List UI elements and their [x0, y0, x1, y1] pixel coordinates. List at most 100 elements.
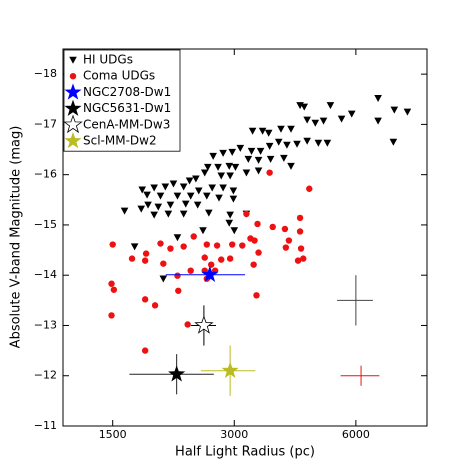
point	[347, 110, 356, 118]
x-tick-label: 6000	[342, 428, 370, 441]
point	[194, 187, 203, 195]
point	[174, 272, 181, 279]
point	[300, 255, 307, 262]
point	[251, 237, 258, 244]
point	[187, 267, 194, 274]
point	[144, 201, 152, 209]
legend-marker	[69, 73, 77, 80]
point	[300, 103, 309, 111]
point	[287, 125, 295, 133]
x-tick-label: 3000	[220, 428, 248, 441]
point	[297, 245, 305, 252]
legend-label: NGC5631-Dw1	[83, 101, 171, 115]
point	[167, 245, 174, 252]
point	[403, 108, 412, 116]
point	[218, 256, 225, 263]
legend-marker	[64, 99, 82, 116]
y-tick-label: −18	[34, 67, 57, 80]
point	[179, 210, 188, 218]
point	[219, 149, 227, 157]
point	[120, 207, 129, 215]
point	[231, 163, 240, 171]
point	[236, 144, 245, 152]
point	[282, 244, 290, 251]
point	[205, 209, 213, 217]
point	[244, 155, 253, 163]
point	[311, 119, 320, 127]
legend-label: Coma UDGs	[83, 69, 155, 83]
point	[242, 169, 251, 177]
point	[256, 147, 265, 155]
point	[160, 260, 167, 267]
point	[164, 210, 173, 218]
point	[226, 255, 234, 262]
point	[296, 214, 304, 222]
point	[141, 296, 149, 303]
point	[209, 152, 217, 160]
point	[192, 175, 200, 183]
y-tick-label: −14	[34, 268, 57, 281]
point	[374, 117, 382, 125]
point	[154, 203, 163, 211]
legend-label: NGC2708-Dw1	[83, 85, 171, 99]
point	[285, 237, 293, 244]
point	[203, 241, 210, 248]
point	[184, 321, 191, 328]
y-tick-label: −15	[34, 218, 57, 231]
point	[337, 115, 346, 123]
point	[169, 180, 178, 188]
point	[283, 141, 291, 149]
point	[137, 205, 146, 213]
point	[219, 184, 227, 192]
point	[214, 163, 222, 171]
point	[258, 127, 267, 135]
point	[274, 138, 283, 146]
point	[208, 184, 216, 192]
y-tick-label: −12	[34, 369, 57, 382]
point	[202, 192, 211, 200]
legend-box	[63, 49, 181, 152]
point	[239, 242, 246, 249]
point	[221, 361, 239, 378]
point	[128, 255, 136, 262]
legend-label: HI UDGs	[83, 53, 133, 67]
point	[215, 194, 223, 202]
point	[138, 186, 147, 194]
point	[217, 172, 226, 180]
point	[141, 257, 149, 264]
point	[266, 155, 275, 163]
point	[228, 148, 237, 156]
legend-marker	[64, 132, 82, 149]
point	[186, 192, 195, 200]
point	[265, 142, 274, 150]
point	[108, 312, 115, 319]
point	[296, 228, 304, 235]
point	[226, 172, 234, 180]
point	[185, 177, 194, 185]
x-tick-label: 1500	[99, 428, 127, 441]
point	[226, 211, 234, 219]
point	[374, 95, 382, 103]
point	[179, 183, 188, 191]
point	[130, 243, 139, 251]
point	[253, 292, 260, 299]
point	[248, 127, 257, 135]
y-axis-label: Absolute V-band Magnitude (mag)	[9, 126, 24, 349]
point	[151, 302, 159, 309]
point	[199, 227, 207, 235]
point	[201, 254, 208, 261]
legend-label: Scl-MM-Dw2	[83, 134, 157, 148]
point	[303, 137, 311, 145]
point	[281, 225, 289, 233]
y-tick-label: −16	[34, 168, 57, 181]
y-tick-label: −17	[34, 117, 57, 130]
point	[150, 211, 158, 219]
point	[168, 365, 186, 382]
point	[225, 162, 234, 170]
point	[314, 139, 323, 147]
point	[156, 192, 165, 200]
point	[161, 183, 170, 191]
point	[277, 125, 285, 133]
point	[109, 241, 116, 248]
